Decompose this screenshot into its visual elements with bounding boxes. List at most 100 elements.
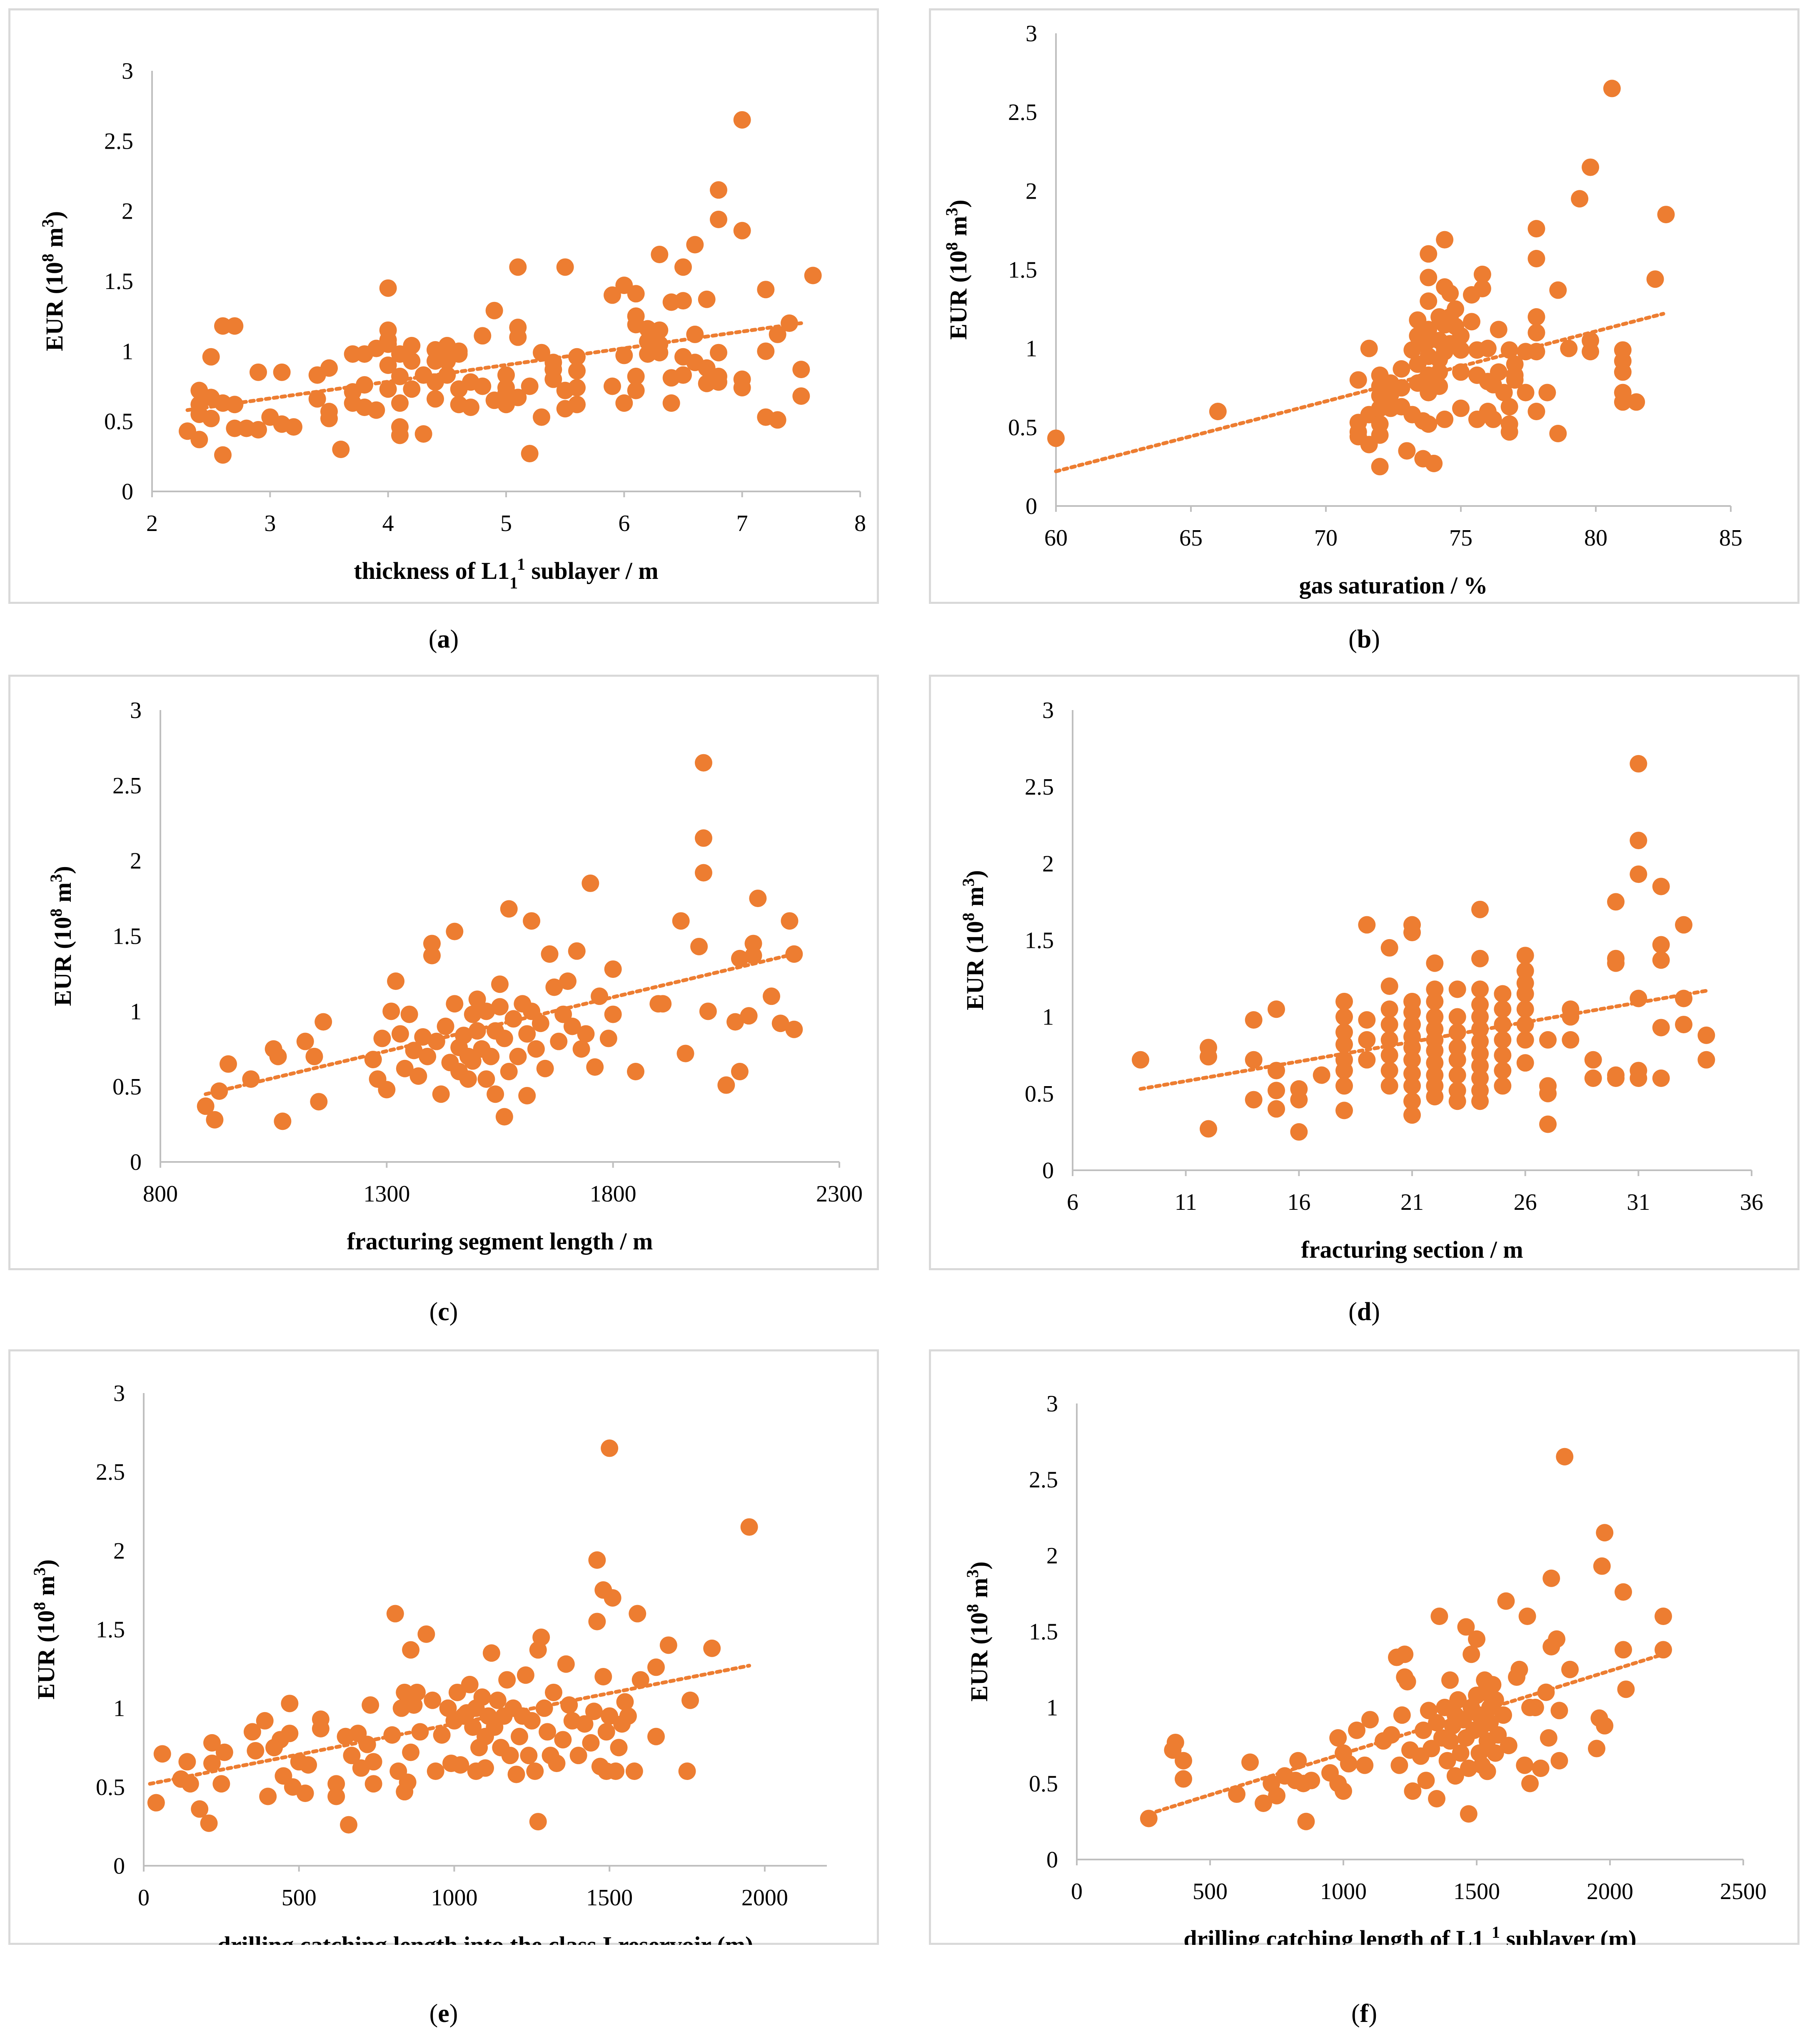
data-point — [568, 396, 586, 414]
chart-frame — [929, 1349, 1800, 1945]
data-point — [607, 1762, 625, 1780]
data-point — [482, 1644, 500, 1662]
data-point — [726, 1013, 744, 1031]
data-point — [1403, 924, 1421, 942]
data-point — [200, 1814, 218, 1832]
data-point — [1268, 1000, 1285, 1018]
data-point — [1209, 403, 1227, 420]
data-point — [690, 937, 708, 955]
data-point — [545, 978, 563, 996]
chart-panel-e: 0 0.5 1 1.5 2 2.5 3 0 500 1000 1500 2000 drilling ca… — [8, 1349, 883, 1945]
data-point — [332, 441, 350, 458]
data-point — [485, 302, 503, 319]
x-axis-label: fracturing segment length / m — [347, 1228, 653, 1255]
data-point — [1655, 1641, 1672, 1659]
data-point — [343, 1747, 361, 1765]
data-point — [1494, 1016, 1512, 1034]
data-point — [206, 1111, 224, 1129]
data-point — [619, 1707, 637, 1725]
x-axis-label: fracturing section / m — [1301, 1236, 1523, 1263]
data-point — [744, 935, 762, 952]
data-point — [387, 972, 405, 990]
data-point — [1448, 1066, 1466, 1084]
data-point — [379, 335, 397, 353]
data-point — [1471, 1020, 1489, 1038]
data-point — [256, 1712, 274, 1730]
data-point — [1588, 1740, 1605, 1757]
data-point — [1615, 1583, 1632, 1601]
data-point — [1398, 442, 1416, 460]
data-point — [477, 1759, 494, 1777]
x-tick-label: 85 — [1719, 525, 1742, 551]
data-point — [526, 1762, 544, 1780]
data-point — [250, 363, 267, 381]
data-point — [1452, 399, 1470, 417]
data-point — [627, 1063, 644, 1080]
y-axis-label: EUR (108 m3) — [942, 199, 972, 339]
x-axis-label: thickness of L111 sublayer / m — [354, 555, 658, 592]
data-point — [533, 344, 550, 361]
data-point — [744, 947, 762, 965]
data-point — [1452, 327, 1470, 345]
data-point — [247, 1742, 265, 1760]
data-point — [532, 1628, 550, 1646]
data-point — [604, 1589, 621, 1607]
data-point — [191, 1800, 209, 1818]
data-point — [281, 1725, 299, 1742]
data-point — [427, 390, 444, 408]
caption-f: (f) — [1351, 1999, 1377, 2028]
data-point — [1426, 1088, 1444, 1106]
y-axis-label: EUR (108 m3) — [30, 1559, 60, 1699]
x-tick-label: 1000 — [431, 1885, 477, 1911]
chart-panel-a: 0 0.5 1 1.5 2 2.5 3 2 3 4 5 6 7 8 thickness of L111 su… — [8, 8, 883, 604]
x-tick-label: 1800 — [590, 1181, 636, 1207]
data-point — [1452, 363, 1470, 381]
data-point — [616, 1693, 634, 1711]
data-point — [523, 912, 541, 930]
data-point — [1617, 1680, 1635, 1698]
data-point — [391, 367, 409, 385]
data-point — [520, 1747, 538, 1765]
data-point — [446, 995, 464, 1013]
data-point — [1297, 1812, 1315, 1830]
data-point — [1646, 270, 1664, 288]
data-point — [523, 1712, 541, 1730]
data-point — [364, 1051, 382, 1069]
data-point — [1303, 1772, 1320, 1790]
data-point — [1527, 250, 1545, 268]
data-point — [327, 1775, 345, 1793]
x-tick-label: 1300 — [363, 1181, 410, 1207]
y-tick-label: 1 — [122, 339, 133, 364]
y-tick-label: 1.5 — [1029, 1619, 1058, 1645]
data-point — [710, 373, 727, 391]
data-point — [427, 1762, 444, 1780]
y-tick-label: 2.5 — [104, 128, 133, 154]
y-tick-label: 2 — [1042, 851, 1054, 877]
data-point — [1516, 985, 1534, 1003]
data-point — [1426, 980, 1444, 998]
caption-letter: e — [438, 1999, 449, 2028]
data-point — [554, 1731, 572, 1749]
data-point — [1356, 1756, 1374, 1774]
data-point — [491, 975, 509, 993]
data-point — [1380, 939, 1398, 957]
data-point — [285, 418, 302, 436]
data-point — [1527, 308, 1545, 326]
y-tick-label: 3 — [1026, 21, 1037, 47]
data-point — [647, 1658, 665, 1676]
y-tick-label: 3 — [122, 58, 133, 84]
data-point — [1425, 454, 1443, 472]
data-point — [1500, 423, 1518, 441]
scatter-chart-b: 0 0.5 1 1.5 2 2.5 3 60 65 70 75 80 85 gas saturation … — [942, 21, 1743, 599]
scatter-chart-c: 0 0.5 1 1.5 2 2.5 3 800 1300 1800 2300 fracturing s… — [47, 698, 863, 1255]
data-point — [1471, 1069, 1489, 1087]
data-point — [1428, 1714, 1445, 1732]
data-point — [731, 1063, 749, 1080]
data-point — [364, 1775, 382, 1793]
x-tick-label: 60 — [1044, 525, 1068, 551]
data-point — [1396, 1645, 1414, 1663]
data-point — [740, 1518, 758, 1536]
data-point — [1371, 458, 1389, 476]
data-point — [402, 1743, 420, 1761]
data-point — [399, 1773, 417, 1791]
